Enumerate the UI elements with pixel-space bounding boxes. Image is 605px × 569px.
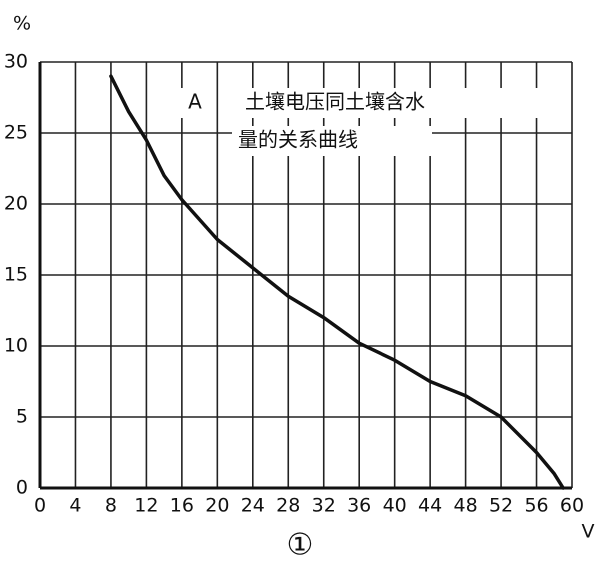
annotation-letter: A — [188, 90, 202, 114]
y-tick-label: 15 — [4, 264, 28, 286]
grid — [39, 61, 573, 489]
x-tick-label: 60 — [560, 495, 584, 517]
x-axis-label: V — [582, 521, 595, 543]
x-tick-label: 52 — [489, 495, 513, 517]
annotation-bg — [240, 88, 540, 118]
x-tick-label: 56 — [524, 495, 548, 517]
curve — [109, 74, 565, 490]
x-tick-label: 16 — [170, 495, 194, 517]
x-tick-label: 32 — [312, 495, 336, 517]
x-tick-label: 28 — [276, 495, 300, 517]
x-tick-label: 4 — [69, 495, 81, 517]
x-tick-label: 12 — [134, 495, 158, 517]
x-tick-label: 44 — [418, 495, 442, 517]
y-tick-label: 10 — [4, 335, 28, 357]
y-tick-label: 25 — [4, 122, 28, 144]
x-tick-label: 20 — [205, 495, 229, 517]
x-tick-label: 24 — [241, 495, 265, 517]
x-tick-label: 36 — [347, 495, 371, 517]
figure-number: ① — [287, 528, 314, 563]
y-axis-label: % — [13, 13, 31, 35]
annotation-bg — [232, 126, 432, 156]
y-tick-label: 20 — [4, 193, 28, 215]
y-tick-label: 0 — [16, 477, 28, 499]
x-tick-label: 8 — [105, 495, 117, 517]
annotation-bg — [168, 88, 208, 118]
y-tick-label: 30 — [4, 51, 28, 73]
y-tick-label: 5 — [16, 406, 28, 428]
x-tick-label: 0 — [34, 495, 46, 517]
x-tick-label: 48 — [454, 495, 478, 517]
annotation-line: 量的关系曲线 — [238, 128, 358, 152]
x-tick-label: 40 — [383, 495, 407, 517]
annotation-line: 土壤电压同土壤含水 — [245, 90, 425, 114]
